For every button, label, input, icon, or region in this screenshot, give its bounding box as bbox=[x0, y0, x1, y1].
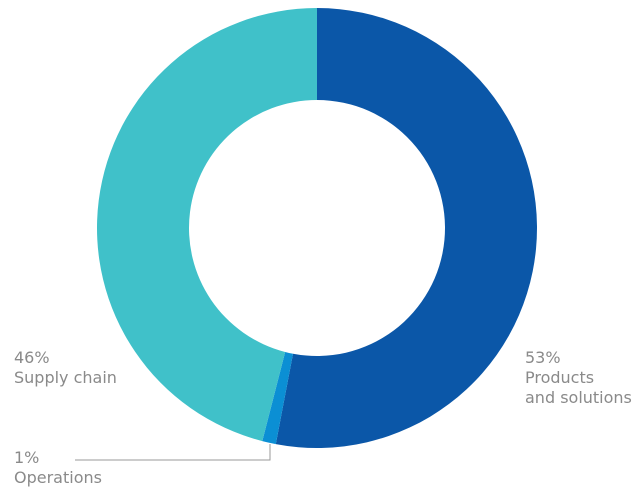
slice-operations bbox=[262, 351, 294, 445]
donut-slices bbox=[97, 8, 538, 448]
slice-label-products-solutions: 53% Products and solutions bbox=[525, 348, 632, 408]
slice-value-products-solutions: 53% bbox=[525, 348, 561, 367]
slice-value-operations: 1% bbox=[14, 448, 40, 467]
operations-leader-line bbox=[75, 444, 271, 461]
slice-value-supply-chain: 46% bbox=[14, 348, 50, 367]
slice-name-operations: Operations bbox=[14, 468, 102, 487]
slice-label-operations: 1% Operations bbox=[14, 448, 102, 488]
slice-name-products-solutions-line2: and solutions bbox=[525, 388, 632, 407]
slice-name-products-solutions-line1: Products bbox=[525, 368, 595, 387]
slice-products-and-solutions bbox=[275, 8, 538, 448]
slice-label-supply-chain: 46% Supply chain bbox=[14, 348, 117, 388]
slice-name-supply-chain: Supply chain bbox=[14, 368, 117, 387]
slice-supply-chain bbox=[97, 8, 318, 442]
